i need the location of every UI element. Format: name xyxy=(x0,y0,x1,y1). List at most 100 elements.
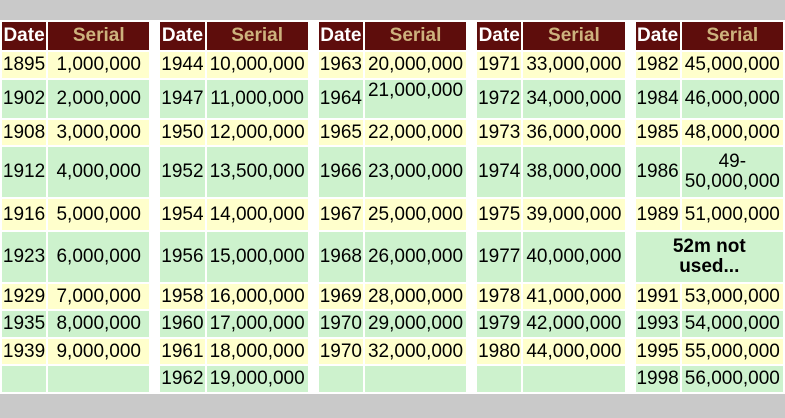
date-cell: 1979 xyxy=(477,311,522,337)
serial-cell: 36,000,000 xyxy=(523,120,625,145)
serial-cell: 15,000,000 xyxy=(206,232,308,282)
column-gap xyxy=(626,120,634,145)
table-row: 1962 19,000,000 1998 56,000,000 xyxy=(2,366,783,392)
serial-cell: 48,000,000 xyxy=(681,120,783,145)
table-row: 1923 6,000,000 1956 15,000,000 1968 26,0… xyxy=(2,232,783,282)
serial-cell: 39,000,000 xyxy=(523,199,625,230)
serial-cell: 45,000,000 xyxy=(681,52,783,78)
serial-cell: 6,000,000 xyxy=(48,232,150,282)
serial-column-header: Serial xyxy=(681,22,783,50)
table-row: 1902 2,000,000 1947 11,000,000 1964 21,0… xyxy=(2,80,783,118)
serial-cell: 54,000,000 xyxy=(681,311,783,337)
date-cell: 1993 xyxy=(635,311,680,337)
bottom-gray-bar xyxy=(0,394,785,418)
column-gap xyxy=(468,52,476,78)
serial-cell: 38,000,000 xyxy=(523,147,625,197)
column-gap xyxy=(309,366,317,392)
serial-cell: 4,000,000 xyxy=(48,147,150,197)
serial-cell: 1,000,000 xyxy=(48,52,150,78)
column-gap xyxy=(151,339,159,364)
serial-cell: 21,000,000 xyxy=(364,80,467,118)
column-gap xyxy=(468,22,476,50)
date-cell: 1966 xyxy=(318,147,363,197)
date-cell: 1954 xyxy=(160,199,205,230)
table-row: 1895 1,000,000 1944 10,000,000 1963 20,0… xyxy=(2,52,783,78)
date-cell: 1984 xyxy=(635,80,680,118)
column-gap xyxy=(626,232,634,282)
table-row: 1916 5,000,000 1954 14,000,000 1967 25,0… xyxy=(2,199,783,230)
column-gap xyxy=(151,147,159,197)
date-cell: 1939 xyxy=(2,339,47,364)
date-cell: 1980 xyxy=(477,339,522,364)
column-gap xyxy=(626,22,634,50)
column-gap xyxy=(309,339,317,364)
date-cell: 1956 xyxy=(160,232,205,282)
serial-cell: 3,000,000 xyxy=(48,120,150,145)
date-cell: 1970 xyxy=(318,339,363,364)
date-cell: 1958 xyxy=(160,284,205,309)
date-cell: 1965 xyxy=(318,120,363,145)
serial-cell xyxy=(48,366,150,392)
date-column-header: Date xyxy=(2,22,47,50)
date-cell: 1970 xyxy=(318,311,363,337)
serial-cell: 34,000,000 xyxy=(523,80,625,118)
column-gap xyxy=(468,80,476,118)
date-cell: 1995 xyxy=(635,339,680,364)
serial-cell: 26,000,000 xyxy=(364,232,467,282)
date-cell: 1950 xyxy=(160,120,205,145)
column-gap xyxy=(626,339,634,364)
serial-cell: 25,000,000 xyxy=(364,199,467,230)
date-cell: 1974 xyxy=(477,147,522,197)
not-used-note: 52m not used... xyxy=(672,236,746,277)
column-gap xyxy=(151,366,159,392)
column-gap xyxy=(151,311,159,337)
date-cell: 1989 xyxy=(635,199,680,230)
serial-cell: 13,500,000 xyxy=(206,147,308,197)
column-gap xyxy=(468,339,476,364)
table-row: 1935 8,000,000 1960 17,000,000 1970 29,0… xyxy=(2,311,783,337)
date-column-header: Date xyxy=(477,22,522,50)
date-cell: 1968 xyxy=(318,232,363,282)
column-gap xyxy=(309,199,317,230)
date-cell: 1991 xyxy=(635,284,680,309)
date-cell: 1985 xyxy=(635,120,680,145)
date-cell: 1902 xyxy=(2,80,47,118)
date-cell: 1944 xyxy=(160,52,205,78)
date-cell: 1967 xyxy=(318,199,363,230)
serial-cell: 22,000,000 xyxy=(364,120,467,145)
date-cell: 1971 xyxy=(477,52,522,78)
date-cell: 1923 xyxy=(2,232,47,282)
column-gap xyxy=(468,284,476,309)
date-cell xyxy=(2,366,47,392)
column-gap xyxy=(626,147,634,197)
column-gap xyxy=(151,284,159,309)
date-column-header: Date xyxy=(318,22,363,50)
date-cell: 1908 xyxy=(2,120,47,145)
serial-cell: 56,000,000 xyxy=(681,366,783,392)
column-gap xyxy=(309,120,317,145)
column-gap xyxy=(309,22,317,50)
date-cell: 1998 xyxy=(635,366,680,392)
date-column-header: Date xyxy=(635,22,680,50)
serial-cell: 55,000,000 xyxy=(681,339,783,364)
date-cell: 1972 xyxy=(477,80,522,118)
column-gap xyxy=(626,366,634,392)
column-gap xyxy=(151,199,159,230)
date-cell: 1912 xyxy=(2,147,47,197)
column-gap xyxy=(626,52,634,78)
column-gap xyxy=(468,199,476,230)
serial-cell: 29,000,000 xyxy=(364,311,467,337)
serial-cell xyxy=(523,366,625,392)
column-gap xyxy=(309,52,317,78)
serial-cell: 14,000,000 xyxy=(206,199,308,230)
serial-cell: 10,000,000 xyxy=(206,52,308,78)
serial-cell: 28,000,000 xyxy=(364,284,467,309)
date-cell: 1935 xyxy=(2,311,47,337)
serial-cell: 9,000,000 xyxy=(48,339,150,364)
serial-cell: 19,000,000 xyxy=(206,366,308,392)
date-cell: 1982 xyxy=(635,52,680,78)
column-gap xyxy=(468,366,476,392)
serial-cell: 5,000,000 xyxy=(48,199,150,230)
note-cell: 52m not used... xyxy=(635,232,783,282)
